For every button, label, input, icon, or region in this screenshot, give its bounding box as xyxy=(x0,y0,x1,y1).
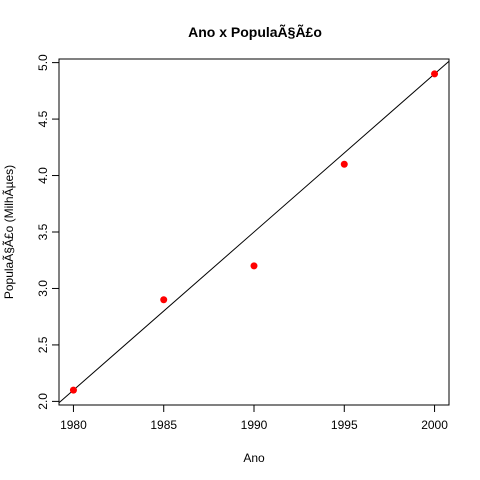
data-point xyxy=(340,160,348,168)
data-points xyxy=(69,70,439,394)
x-tick-label: 2000 xyxy=(421,418,448,432)
y-tick-label: 4.5 xyxy=(36,110,50,127)
x-axis-label: Ano xyxy=(243,451,265,465)
chart-title: Ano x PopulaÃ§Ã£o xyxy=(188,23,322,40)
x-tick-label: 1985 xyxy=(150,418,177,432)
y-axis-label: PopulaÃ§Ã£o (MilhÃµes) xyxy=(2,165,16,299)
x-tick-label: 1980 xyxy=(60,418,87,432)
data-point xyxy=(69,386,77,394)
data-point xyxy=(160,296,168,304)
x-axis: 1980 1985 1990 1995 2000 xyxy=(60,405,448,432)
y-axis: 2.0 2.5 3.0 3.5 4.0 4.5 5.0 xyxy=(36,54,59,410)
y-tick-label: 5.0 xyxy=(36,54,50,71)
y-tick-label: 4.0 xyxy=(36,167,50,184)
y-tick-label: 3.0 xyxy=(36,280,50,297)
x-tick-label: 1990 xyxy=(241,418,268,432)
y-tick-label: 2.5 xyxy=(36,336,50,353)
fit-line-layer xyxy=(58,60,450,404)
y-tick-label: 2.0 xyxy=(36,393,50,410)
regression-line xyxy=(58,60,450,404)
y-tick-label: 3.5 xyxy=(36,223,50,240)
data-point xyxy=(250,262,258,270)
data-point xyxy=(431,70,439,78)
x-tick-label: 1995 xyxy=(331,418,358,432)
